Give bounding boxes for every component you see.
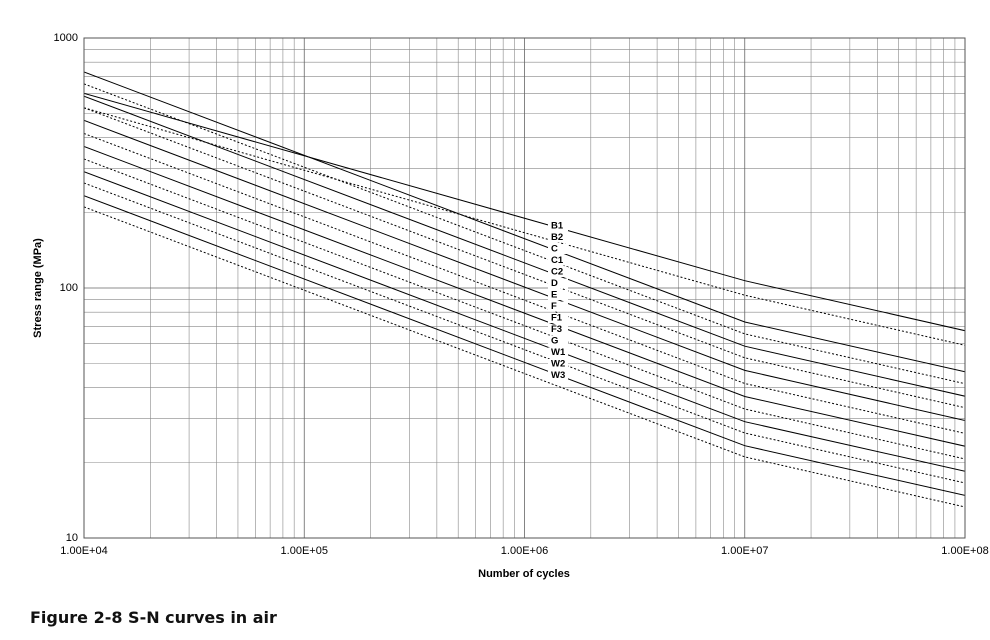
y-tick-label: 1000 (54, 32, 78, 44)
label-background (548, 255, 568, 266)
sn-curve (84, 171, 965, 472)
curve-label: F3 (551, 324, 562, 335)
label-background (548, 324, 568, 335)
curve-label: W1 (551, 347, 566, 358)
sn-curve (84, 119, 965, 421)
curve-label: B2 (551, 232, 563, 243)
curve-label: G (551, 336, 558, 347)
label-background (548, 313, 568, 323)
label-background (548, 336, 568, 346)
sn-curve (84, 107, 965, 346)
y-tick-label: 100 (60, 282, 78, 294)
curve-label: F1 (551, 313, 563, 324)
sn-curve (84, 206, 965, 508)
label-background (548, 244, 568, 254)
x-tick-label: 1.00E+06 (501, 545, 548, 557)
curve-label: C1 (551, 255, 564, 266)
sn-curve (84, 146, 965, 447)
sn-curve (84, 158, 965, 460)
x-tick-label: 1.00E+04 (60, 545, 107, 557)
sn-curve (84, 95, 965, 397)
sn-curve (84, 107, 965, 409)
x-tick-label: 1.00E+07 (721, 545, 768, 557)
label-background (548, 370, 568, 381)
label-background (548, 267, 568, 277)
label-background (548, 359, 568, 369)
x-axis-title: Number of cycles (478, 568, 570, 580)
curve-label: W2 (551, 359, 565, 370)
sn-curve (84, 133, 965, 434)
label-background (548, 301, 568, 312)
label-background (548, 290, 568, 300)
curve-label: C (551, 244, 558, 255)
x-tick-label: 1.00E+05 (281, 545, 328, 557)
sn-curve (84, 182, 965, 484)
label-background (548, 221, 568, 231)
curve-label: B1 (551, 221, 564, 232)
label-background (548, 232, 568, 243)
curve-label: F (551, 301, 557, 312)
x-tick-label: 1.00E+08 (941, 545, 988, 557)
sn-curve (84, 71, 965, 373)
plot-frame (83, 37, 966, 539)
y-tick-label: 10 (66, 532, 78, 544)
label-background (548, 278, 568, 289)
y-axis-title: Stress range (MPa) (32, 238, 44, 338)
sn-curve (84, 195, 965, 496)
grid (83, 37, 966, 539)
curve-label: C2 (551, 267, 563, 278)
curve-label: E (551, 290, 557, 301)
label-background (548, 347, 568, 358)
figure-caption: Figure 2-8 S-N curves in air (30, 608, 277, 627)
curve-label: D (551, 278, 558, 289)
curve-label: W3 (551, 370, 565, 381)
sn-curve (84, 83, 965, 385)
curves (84, 71, 965, 508)
